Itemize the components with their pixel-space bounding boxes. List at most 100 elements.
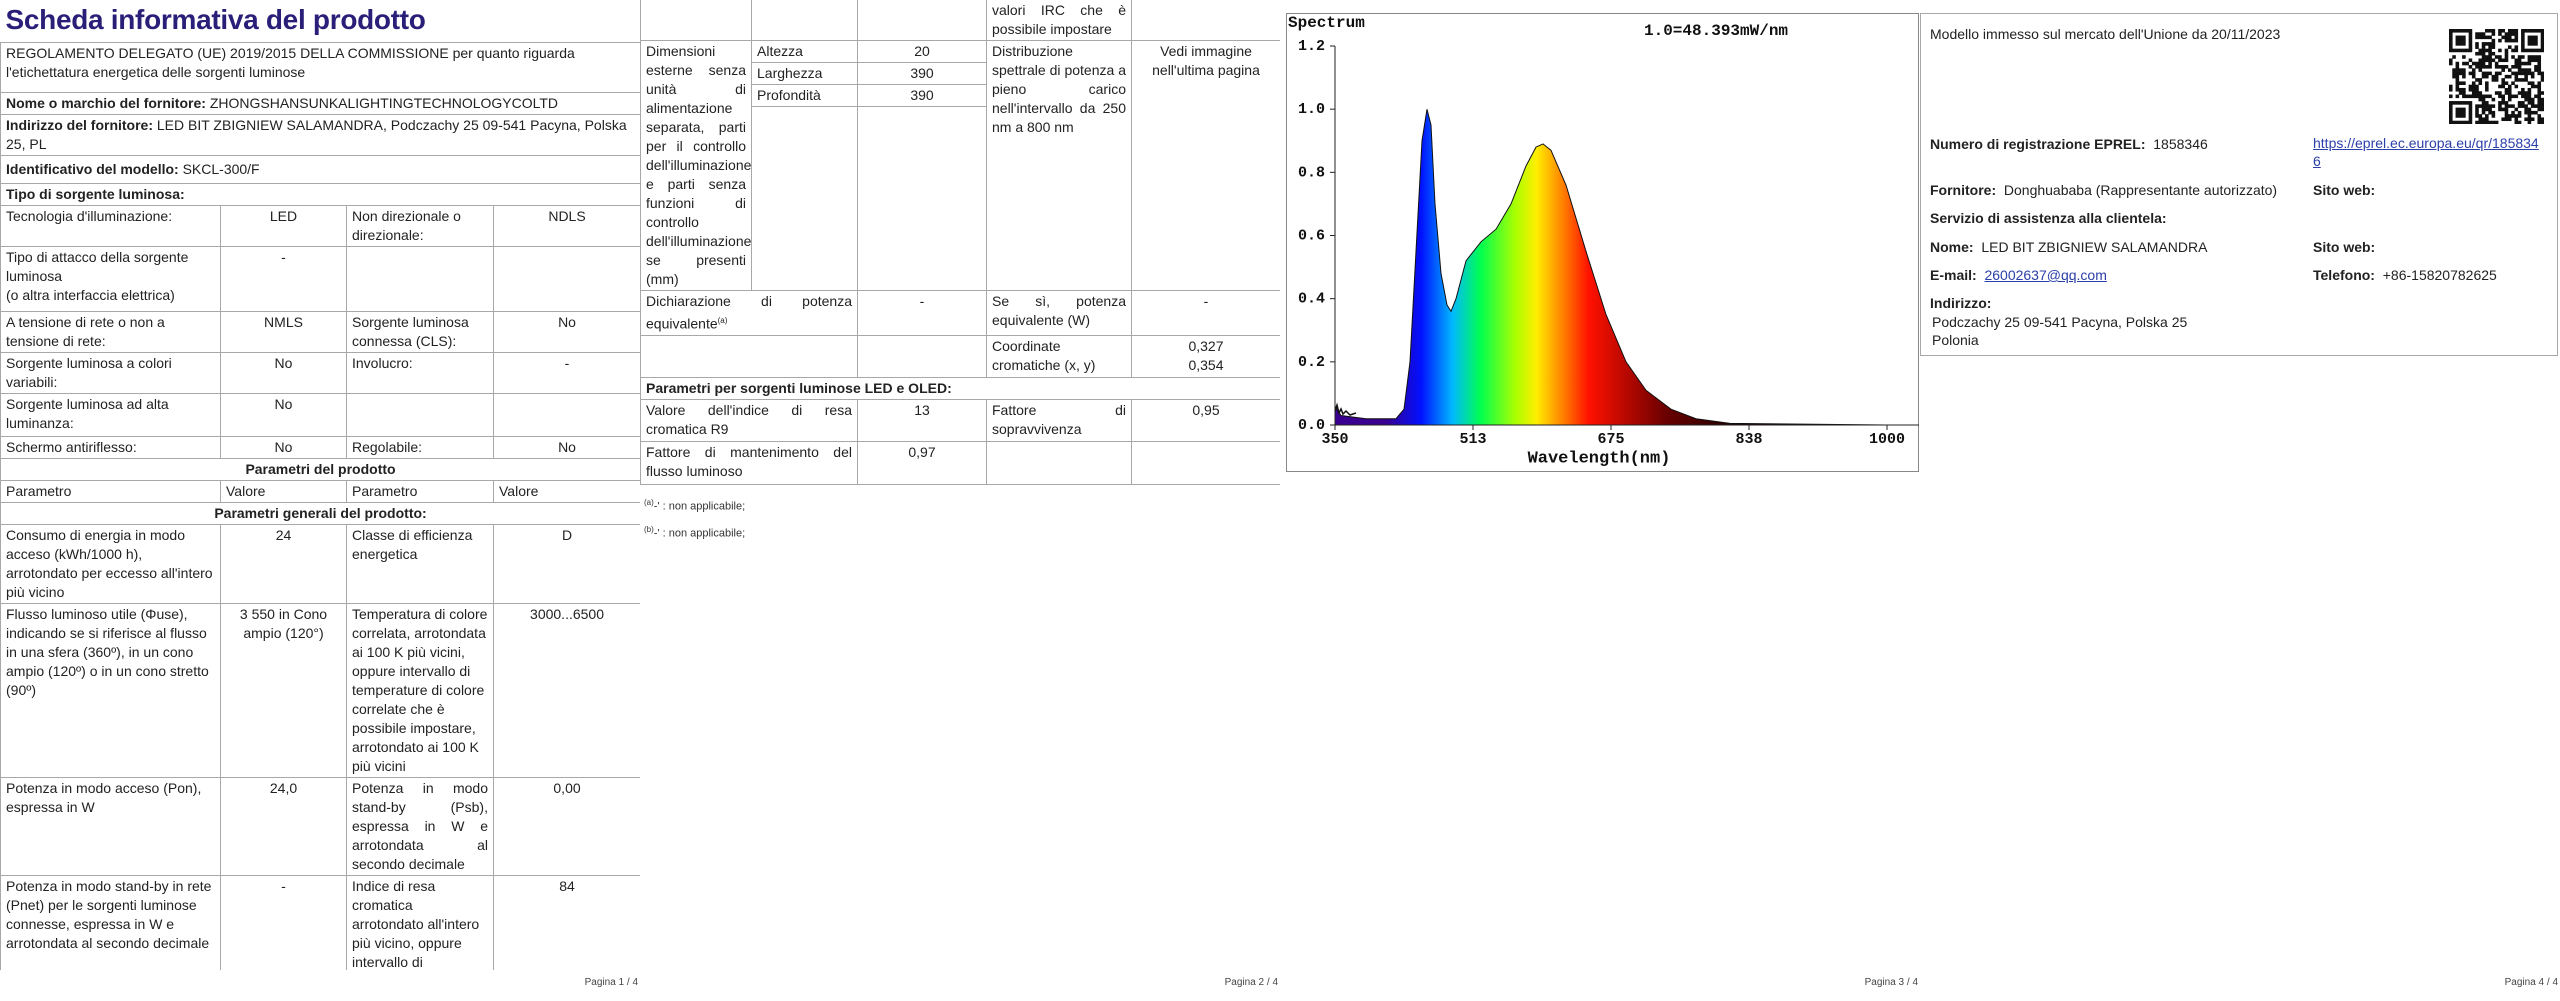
qr-module xyxy=(2521,38,2525,43)
table-row: Parametri del prodotto xyxy=(0,457,640,481)
qr-module xyxy=(2465,101,2469,105)
qr-module xyxy=(2478,117,2483,122)
noise xyxy=(1334,402,1357,416)
qr-module xyxy=(2468,114,2473,118)
table-cell: Indice di resa cromatica arrotondato all… xyxy=(346,874,494,970)
element: Tipo di attacco della sorgente luminosa xyxy=(6,248,189,284)
qr-module xyxy=(2501,84,2505,89)
qr-module xyxy=(2481,107,2486,112)
qr-module xyxy=(2462,42,2466,46)
qr-module xyxy=(2455,65,2460,69)
qr-module xyxy=(2504,110,2509,115)
qr-module xyxy=(2514,78,2519,82)
qr-module xyxy=(2537,29,2542,33)
table-cell: Se sì, potenza equivalente (W) xyxy=(986,290,1132,336)
y-tick-label: 0.8 xyxy=(1298,164,1325,181)
qr-module xyxy=(2537,48,2542,53)
qr-module xyxy=(2452,55,2456,59)
qr-module xyxy=(2537,65,2542,69)
qr-module xyxy=(2475,107,2479,112)
info-table: Scheda informativa del prodotto REGOLAME… xyxy=(0,0,640,970)
table-cell: Fattore di sopravvivenza xyxy=(986,398,1132,442)
qr-module xyxy=(2504,107,2509,112)
qr-module xyxy=(2452,101,2456,105)
qr-module xyxy=(2462,94,2466,99)
qr-module xyxy=(2458,120,2463,124)
qr-module xyxy=(2488,45,2492,49)
qr-module xyxy=(2511,71,2515,76)
qr-module xyxy=(2471,94,2476,99)
qr-module xyxy=(2465,29,2469,33)
qr-module xyxy=(2498,48,2502,53)
qr-module xyxy=(2540,107,2544,112)
qr-module xyxy=(2540,74,2544,79)
table-cell: Tipo di attacco della sorgente luminosa (… xyxy=(0,245,221,312)
qr-module xyxy=(2488,107,2492,112)
table-cell xyxy=(492,245,640,312)
qr-module xyxy=(2475,94,2479,99)
label: Identificativo del modello: xyxy=(6,160,179,177)
eprel-link[interactable]: https://eprel.ec.europa.eu/qr/1858346 xyxy=(2313,135,2539,169)
qr-module xyxy=(2478,97,2483,102)
qr-module xyxy=(2537,87,2542,92)
qr-module xyxy=(2462,81,2466,85)
phone-row: Telefono: +86-15820782625 xyxy=(2313,267,2497,283)
footnotes: (a)-' : non applicabile; (b)-' : non app… xyxy=(644,491,1280,546)
y-tick-label: 1.2 xyxy=(1298,38,1325,55)
header: Parametro xyxy=(0,479,221,503)
qr-module xyxy=(2458,29,2463,33)
footnote: (a)-' : non applicabile; xyxy=(644,491,1280,519)
qr-module xyxy=(2521,68,2525,72)
qr-module xyxy=(2507,97,2512,102)
label: Dichiarazione di potenza equivalente xyxy=(646,293,852,332)
qr-module xyxy=(2485,74,2489,79)
qr-module xyxy=(2455,38,2460,43)
qr-module xyxy=(2501,94,2505,99)
qr-module xyxy=(2507,114,2512,118)
qr-module xyxy=(2491,38,2496,43)
qr-module xyxy=(2488,51,2492,56)
qr-module xyxy=(2498,65,2502,69)
qr-module xyxy=(2494,74,2499,79)
table-cell: Dichiarazione di potenza equivalente(a) xyxy=(640,290,858,336)
qr-module xyxy=(2458,110,2463,115)
qr-module xyxy=(2524,68,2528,72)
element: 0,327 xyxy=(1188,337,1224,354)
table-cell xyxy=(346,245,494,312)
email-link[interactable]: 26002637@qq.com xyxy=(1984,267,2107,283)
qr-module xyxy=(2534,65,2538,69)
element: Scheda informativa del prodotto REGOLAME… xyxy=(0,0,640,970)
qr-module xyxy=(2475,45,2479,49)
table-cell: Schermo antiriflesso: xyxy=(0,435,221,459)
qr-module xyxy=(2534,84,2538,89)
qr-module xyxy=(2537,101,2542,105)
qr-module xyxy=(2504,101,2509,105)
qr-module xyxy=(2530,81,2535,85)
qr-module xyxy=(2534,55,2538,59)
qr-module xyxy=(2481,58,2486,63)
qr-module xyxy=(2514,35,2519,40)
qr-module xyxy=(2449,107,2453,112)
qr-module xyxy=(2488,29,2492,33)
qr-module xyxy=(2478,81,2483,85)
qr-module xyxy=(2485,107,2489,112)
qr-module xyxy=(2452,29,2456,33)
qr-module xyxy=(2491,78,2496,82)
qr-module xyxy=(2498,29,2502,33)
source-type: Tipo di sorgente luminosa: xyxy=(0,182,640,206)
table-row: Parametri generali del prodotto: xyxy=(0,501,640,525)
qr-module xyxy=(2485,87,2489,92)
qr-module xyxy=(2530,58,2535,63)
section-title: Parametri del prodotto xyxy=(0,457,640,481)
qr-module xyxy=(2511,29,2515,33)
qr-module xyxy=(2521,61,2525,66)
note-mark: (b) xyxy=(644,525,654,535)
qr-module xyxy=(2478,68,2483,72)
qr-module xyxy=(2527,58,2532,63)
qr-module xyxy=(2449,58,2453,63)
page-number: Pagina 2 / 4 xyxy=(1224,977,1278,988)
qr-module xyxy=(2537,107,2542,112)
table-row: Identificativo del modello: SKCL-300/F xyxy=(0,154,640,184)
qr-module xyxy=(2475,61,2479,66)
qr-module xyxy=(2455,110,2460,115)
